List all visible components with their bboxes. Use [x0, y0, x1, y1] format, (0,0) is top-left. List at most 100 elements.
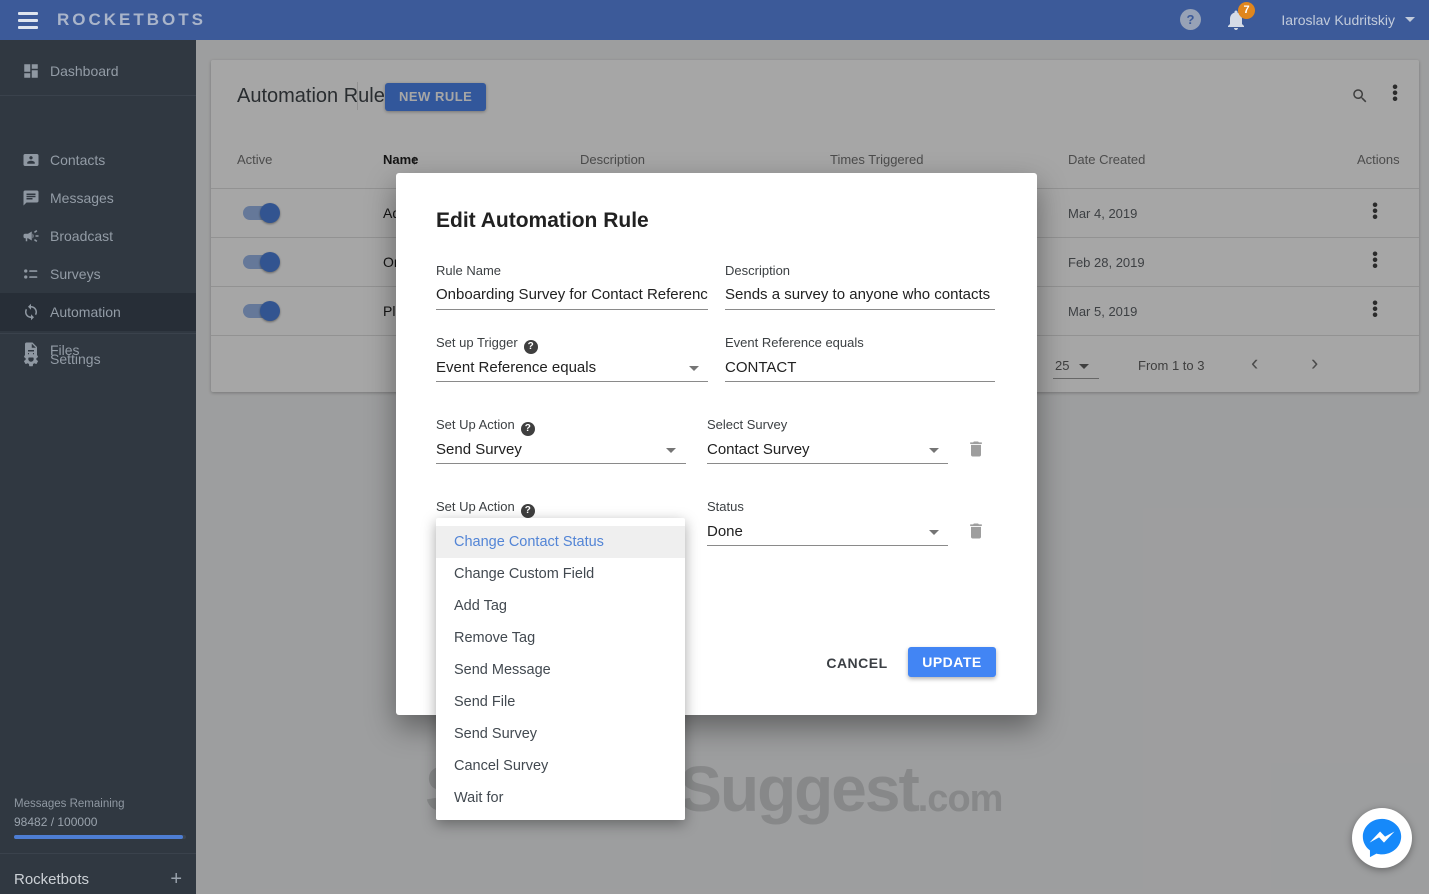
help-icon[interactable]: ? [520, 422, 535, 436]
workspace-switcher[interactable]: Rocketbots + [14, 862, 182, 894]
settings-gear-icon [23, 351, 39, 367]
rule-name-label: Rule Name [436, 263, 502, 278]
page-size-select[interactable]: 25 [1055, 358, 1070, 373]
rule-name-underline [436, 309, 708, 310]
select-survey-label: Select Survey [707, 417, 788, 432]
page-size-caret-icon[interactable] [1079, 364, 1089, 369]
sidebar-item-label: Files [50, 342, 80, 358]
menu-item-send-message[interactable]: Send Message [454, 662, 551, 678]
new-rule-button[interactable]: NEW RULE [385, 83, 487, 111]
description-input[interactable]: Sends a survey to anyone who contacts us… [725, 286, 995, 303]
chevron-down-icon[interactable] [666, 448, 676, 453]
menu-item-cancel-survey[interactable]: Cancel Survey [454, 758, 549, 774]
help-icon[interactable]: ? [520, 504, 535, 518]
rule-name-input[interactable]: Onboarding Survey for Contact Reference [436, 286, 708, 303]
action1-select[interactable]: Send Survey [436, 441, 522, 458]
date-created-cell: Mar 5, 2019 [1068, 304, 1138, 319]
more-options-icon[interactable]: • • • [1392, 79, 1398, 108]
action1-underline [436, 463, 686, 464]
menu-item-send-survey[interactable]: Send Survey [454, 726, 538, 742]
sidebar-item-files[interactable]: Files [0, 331, 196, 369]
chevron-down-icon[interactable] [689, 366, 699, 371]
pagination-range: From 1 to 3 [1138, 358, 1205, 373]
sidebar-divider [0, 95, 196, 96]
event-reference-input[interactable]: CONTACT [725, 359, 797, 376]
rule-name-cell: Ad [383, 205, 401, 221]
help-icon[interactable]: ? [523, 340, 538, 354]
col-actions[interactable]: Actions [1357, 152, 1400, 167]
delete-action-icon[interactable] [966, 439, 986, 459]
menu-icon[interactable] [16, 8, 40, 32]
menu-item-remove-tag[interactable]: Remove Tag [454, 630, 536, 646]
workspace-name: Rocketbots [14, 870, 90, 888]
sidebar-item-settings[interactable]: Settings [0, 340, 196, 378]
col-date-created[interactable]: Date Created [1068, 152, 1146, 167]
select-survey-select[interactable]: Contact Survey [707, 441, 810, 458]
trigger-select[interactable]: Event Reference equals [436, 359, 597, 376]
notification-count-badge: 7 [1238, 2, 1255, 19]
sidebar-item-label: Contacts [50, 152, 106, 168]
user-menu[interactable]: Iaroslav Kudritskiy [1281, 12, 1395, 28]
sidebar-item-messages[interactable]: Messages [0, 179, 196, 217]
sidebar-item-label: Settings [50, 351, 101, 367]
active-toggle[interactable] [243, 203, 280, 223]
title-divider [357, 82, 358, 110]
chevron-down-icon[interactable] [1405, 17, 1415, 22]
pagination-prev-icon[interactable]: ‹ [1251, 350, 1259, 375]
action-type-dropdown: Change Contact Status Change Custom Fiel… [436, 518, 685, 820]
help-icon[interactable]: ? [1180, 9, 1201, 30]
sidebar-item-surveys[interactable]: Surveys [0, 255, 196, 293]
date-created-cell: Feb 28, 2019 [1068, 255, 1145, 270]
event-reference-label: Event Reference equals [725, 335, 864, 350]
update-button[interactable]: UPDATE [908, 647, 996, 677]
messenger-chat-button[interactable] [1352, 808, 1412, 868]
page-size-underline [1053, 378, 1099, 379]
surveys-icon [24, 269, 38, 279]
rule-name-cell: Pl [383, 303, 396, 319]
chevron-down-icon[interactable] [929, 448, 939, 453]
status-underline [707, 545, 948, 546]
delete-action-icon[interactable] [966, 521, 986, 541]
sidebar-item-automation[interactable]: Automation [0, 293, 196, 331]
row-actions-icon[interactable]: • • • [1372, 197, 1378, 226]
menu-item-add-tag[interactable]: Add Tag [454, 598, 507, 614]
menu-item-change-custom-field[interactable]: Change Custom Field [454, 566, 595, 582]
cancel-button[interactable]: CANCEL [821, 648, 893, 678]
trigger-underline [436, 381, 708, 382]
sidebar-item-broadcast[interactable]: Broadcast [0, 217, 196, 255]
search-icon[interactable] [1351, 87, 1369, 105]
col-times-triggered[interactable]: Times Triggered [830, 152, 924, 167]
menu-item-change-contact-status[interactable]: Change Contact Status [436, 526, 685, 558]
usage-progress-bar [14, 835, 186, 839]
add-workspace-icon[interactable]: + [170, 867, 182, 890]
status-select[interactable]: Done [707, 523, 743, 540]
action2-label: Set Up Action? [436, 499, 535, 518]
active-toggle[interactable] [243, 301, 280, 321]
active-toggle[interactable] [243, 252, 280, 272]
edit-automation-rule-modal: Edit Automation Rule Rule Name Onboardin… [396, 173, 1037, 715]
messages-icon [23, 190, 39, 206]
sidebar: Dashboard Contacts Messages Broadcast Su… [0, 40, 196, 894]
row-actions-icon[interactable]: • • • [1372, 246, 1378, 275]
col-active[interactable]: Active [237, 152, 273, 167]
event-reference-underline [725, 381, 995, 382]
usage-progress-fill [14, 835, 184, 839]
menu-item-wait-for[interactable]: Wait for [454, 790, 504, 806]
chevron-down-icon[interactable] [929, 530, 939, 535]
pagination-next-icon[interactable]: › [1311, 350, 1319, 375]
sidebar-item-dashboard[interactable]: Dashboard [0, 52, 196, 90]
col-description[interactable]: Description [580, 152, 646, 167]
date-created-cell: Mar 4, 2019 [1068, 206, 1138, 221]
files-icon [25, 342, 37, 358]
messages-remaining-label: Messages Remaining [14, 798, 125, 810]
sidebar-divider [0, 333, 196, 334]
menu-item-send-file[interactable]: Send File [454, 694, 516, 710]
row-actions-icon[interactable]: • • • [1372, 295, 1378, 324]
action1-label: Set Up Action? [436, 417, 535, 436]
select-survey-underline [707, 463, 948, 464]
sidebar-item-label: Dashboard [50, 63, 119, 79]
sidebar-item-contacts[interactable]: Contacts [0, 141, 196, 179]
col-name[interactable]: Name [383, 152, 419, 167]
sort-asc-icon[interactable]: ↑ [411, 152, 418, 167]
